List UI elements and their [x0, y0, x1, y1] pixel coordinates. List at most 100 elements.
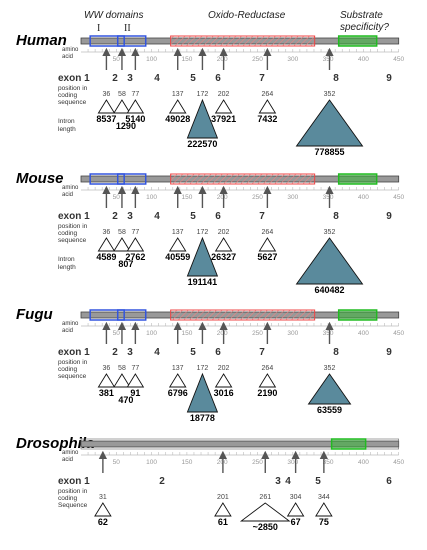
junction-position: 264	[262, 365, 274, 372]
aa-axis-tick-label: 200	[217, 194, 228, 201]
amino-acid-label: acid	[62, 328, 73, 334]
junction-position: 137	[172, 91, 184, 98]
ww-domain-ii	[116, 309, 147, 321]
junction-position: 77	[131, 91, 139, 98]
intron-length-value: 62	[98, 517, 108, 527]
aa-axis-tick-label: 400	[358, 194, 369, 201]
intron-length-value: 75	[319, 517, 329, 527]
exon-label: 7	[259, 73, 265, 84]
intron-length-value: 2190	[257, 388, 277, 398]
species-name: Human	[16, 32, 67, 49]
junction-position: 36	[103, 365, 111, 372]
intron-length-value: 1290	[116, 121, 136, 131]
exon-label: 3	[127, 347, 133, 358]
junction-position: 172	[197, 91, 209, 98]
intron-triangle	[295, 237, 364, 285]
intron-triangle	[113, 373, 131, 388]
intron-length-value: 191141	[188, 277, 218, 287]
intron-triangle	[307, 373, 352, 405]
exon-label: exon 1	[58, 476, 90, 487]
aa-axis-tick-label: 400	[358, 459, 369, 466]
aa-axis-tick-label: 350	[323, 330, 334, 337]
exon-label: 6	[215, 211, 221, 222]
position-label: position in	[58, 223, 88, 230]
intron-length-value: 67	[291, 517, 301, 527]
junction-position: 137	[172, 365, 184, 372]
intron-length-value: 3016	[214, 388, 234, 398]
position-label: position in	[58, 488, 88, 495]
intron-triangle	[214, 373, 233, 388]
ww-domain-i	[89, 35, 125, 47]
junction-position: 264	[262, 91, 274, 98]
junction-position: 261	[259, 494, 271, 501]
intron-length-value: 49028	[165, 114, 190, 124]
position-label: sequence	[58, 237, 87, 244]
aa-axis-tick-label: 400	[358, 330, 369, 337]
aa-axis-tick-label: 100	[146, 194, 157, 201]
amino-acid-label: amino	[62, 47, 79, 53]
intron-length-value: 18778	[190, 413, 215, 423]
junction-position: 172	[197, 229, 209, 236]
aa-axis-tick-label: 250	[252, 194, 263, 201]
aa-axis-tick-label: 100	[146, 56, 157, 63]
junction-position: 344	[318, 494, 330, 501]
aa-axis-tick-label: 100	[146, 459, 157, 466]
aa-axis-tick-label: 50	[113, 194, 121, 201]
junction-position: 77	[131, 229, 139, 236]
intron-triangle	[258, 99, 277, 114]
exon-label: 6	[386, 476, 392, 487]
amino-acid-label: amino	[62, 185, 79, 191]
junction-position: 202	[218, 365, 230, 372]
aa-axis-tick-label: 250	[252, 330, 263, 337]
intron-triangle	[258, 237, 277, 252]
aa-axis-tick-label: 150	[181, 56, 192, 63]
exon-label: 2	[112, 73, 118, 84]
aa-axis-tick-label: 150	[181, 194, 192, 201]
amino-acid-label: acid	[62, 192, 73, 198]
aa-axis-tick-label: 400	[358, 56, 369, 63]
intron-length-value: 61	[218, 517, 228, 527]
ww-domain-ii	[116, 173, 147, 185]
aa-axis-tick-label: 250	[252, 56, 263, 63]
intron-length-value: 2762	[125, 252, 145, 262]
intron-triangle	[168, 373, 187, 388]
oxido-reductase-domain	[170, 309, 316, 321]
exon-label: 8	[333, 211, 339, 222]
junction-position: 304	[290, 494, 302, 501]
exon-label: 5	[190, 347, 196, 358]
exon-label: 7	[259, 211, 265, 222]
junction-position: 58	[118, 229, 126, 236]
intron-length-value: 470	[118, 395, 133, 405]
intron-triangle	[295, 99, 364, 147]
intron-length-label: Intron	[58, 118, 75, 125]
position-label: coding	[58, 230, 78, 237]
exon-label: 3	[275, 476, 281, 487]
junction-position: 264	[262, 229, 274, 236]
aa-axis-tick-label: 450	[393, 330, 404, 337]
substrate-header-line1: Substrate	[340, 10, 383, 21]
exon-label: 2	[112, 347, 118, 358]
position-label: Sequence	[58, 502, 88, 509]
intron-triangle	[168, 99, 187, 114]
intron-triangle	[168, 237, 187, 252]
intron-triangle	[126, 99, 145, 114]
ww-domains-header: WW domains	[84, 10, 143, 21]
intron-triangle	[258, 373, 277, 388]
intron-length-value: 222570	[187, 139, 217, 149]
position-label: position in	[58, 85, 88, 92]
intron-length-label: Intron	[58, 256, 75, 263]
exon-label: 9	[386, 347, 392, 358]
species-name: Fugu	[16, 306, 53, 323]
exon-label: 5	[190, 73, 196, 84]
junction-position: 202	[218, 91, 230, 98]
aa-axis-tick-label: 450	[393, 194, 404, 201]
exon-label: exon 1	[58, 73, 90, 84]
exon-label: 9	[386, 211, 392, 222]
intron-triangle	[186, 236, 219, 277]
intron-length-value: 5140	[125, 114, 145, 124]
column-headers: WW domains I II Oxido-Reductase Substrat…	[84, 10, 389, 34]
exon-label: 4	[154, 347, 160, 358]
aa-axis-tick-label: 50	[113, 330, 121, 337]
